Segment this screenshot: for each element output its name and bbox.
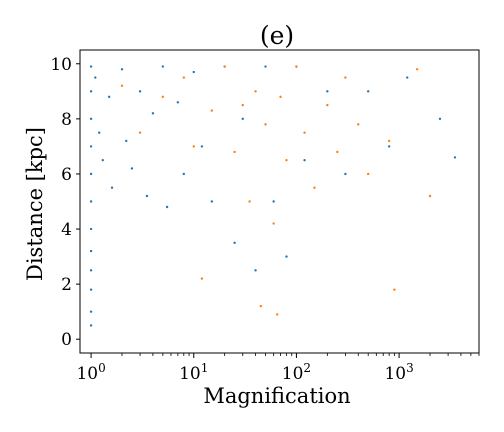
- data-point-series-1: [89, 117, 93, 121]
- y-tick-label: 0: [61, 330, 72, 350]
- data-point-series-2: [285, 158, 288, 162]
- data-point-series-1: [192, 70, 195, 74]
- data-point-series-2: [254, 90, 257, 93]
- y-axis-label: Distance [kpc]: [23, 127, 47, 281]
- data-point-series-1: [326, 90, 329, 93]
- data-point-series-1: [387, 145, 391, 148]
- data-point-series-1: [110, 186, 114, 189]
- data-point-series-2: [303, 131, 306, 134]
- data-point-series-2: [259, 304, 263, 308]
- y-tick-label: 8: [61, 110, 72, 130]
- data-point-series-1: [182, 172, 185, 176]
- data-point-series-2: [272, 222, 275, 225]
- data-point-series-2: [276, 313, 279, 316]
- data-point-series-1: [453, 156, 457, 159]
- data-point-series-1: [120, 68, 124, 71]
- data-point-series-2: [182, 76, 185, 79]
- data-point-series-2: [248, 200, 251, 203]
- data-point-series-2: [313, 186, 316, 189]
- data-point-series-2: [200, 277, 204, 280]
- x-tick-label: 102: [282, 361, 311, 384]
- data-point-series-2: [279, 95, 282, 99]
- data-point-series-2: [241, 103, 244, 107]
- data-point-series-1: [161, 65, 165, 68]
- data-point-series-2: [367, 172, 370, 176]
- axis-ticks: 0 2 4 6 8 10 100 101 102 103: [50, 55, 480, 384]
- data-point-series-2: [357, 123, 360, 126]
- data-point-series-1: [145, 194, 149, 198]
- data-point-series-2: [138, 131, 142, 134]
- data-point-series-2: [161, 95, 165, 99]
- data-point-series-1: [138, 90, 142, 93]
- data-point-series-1: [89, 65, 93, 68]
- chart-title: (e): [260, 21, 294, 50]
- data-point-series-1: [233, 241, 236, 245]
- data-point-series-1: [344, 172, 347, 176]
- data-point-series-2: [415, 68, 419, 71]
- data-point-series-1: [176, 101, 180, 104]
- data-point-series-2: [223, 65, 226, 68]
- data-point-series-2: [428, 194, 432, 198]
- data-point-series-1: [89, 200, 93, 203]
- data-point-series-1: [241, 117, 244, 121]
- data-point-series-1: [89, 324, 93, 327]
- x-axis-label: Magnification: [203, 384, 350, 408]
- data-point-series-1: [151, 112, 155, 115]
- data-point-series-1: [303, 158, 306, 162]
- data-point-series-1: [89, 310, 93, 313]
- data-point-series-2: [210, 109, 214, 112]
- data-point-series-1: [406, 76, 409, 79]
- data-point-series-1: [101, 158, 104, 162]
- data-point-series-1: [130, 167, 134, 170]
- data-point-series-1: [89, 249, 93, 253]
- data-point-series-1: [165, 205, 169, 209]
- data-point-series-2: [295, 65, 298, 68]
- data-point-series-2: [233, 150, 236, 154]
- y-tick-label: 2: [61, 275, 72, 295]
- data-point-series-2: [393, 288, 396, 291]
- y-tick-label: 10: [50, 55, 72, 75]
- data-point-series-1: [94, 76, 97, 79]
- data-point-series-1: [367, 90, 370, 93]
- data-point-series-2: [387, 139, 391, 143]
- data-point-series-1: [264, 65, 267, 68]
- y-tick-label: 6: [61, 165, 72, 185]
- data-point-series-2: [344, 76, 347, 79]
- data-point-series-2: [326, 103, 329, 107]
- data-point-series-1: [89, 90, 93, 93]
- x-tick-label: 100: [76, 361, 105, 384]
- data-point-series-1: [254, 269, 257, 272]
- data-point-series-1: [200, 145, 204, 148]
- data-point-series-1: [285, 255, 288, 258]
- x-tick-label: 101: [179, 361, 208, 384]
- data-point-series-1: [89, 288, 93, 291]
- data-point-series-1: [272, 200, 275, 203]
- plot-frame: [79, 49, 480, 354]
- data-point-series-2: [336, 150, 339, 154]
- data-point-series-1: [107, 95, 111, 99]
- data-point-series-2: [264, 123, 267, 126]
- data-point-series-2: [192, 145, 195, 148]
- data-point-series-1: [125, 139, 128, 143]
- data-points: [89, 65, 457, 327]
- data-point-series-1: [89, 145, 93, 148]
- y-tick-label: 4: [61, 220, 72, 240]
- data-point-series-2: [120, 84, 124, 88]
- data-point-series-1: [98, 131, 101, 134]
- data-point-series-1: [89, 172, 93, 176]
- data-point-series-1: [210, 200, 214, 203]
- x-tick-label: 103: [384, 361, 413, 384]
- data-point-series-1: [89, 269, 93, 272]
- data-point-series-1: [89, 227, 93, 231]
- data-point-series-1: [438, 117, 442, 121]
